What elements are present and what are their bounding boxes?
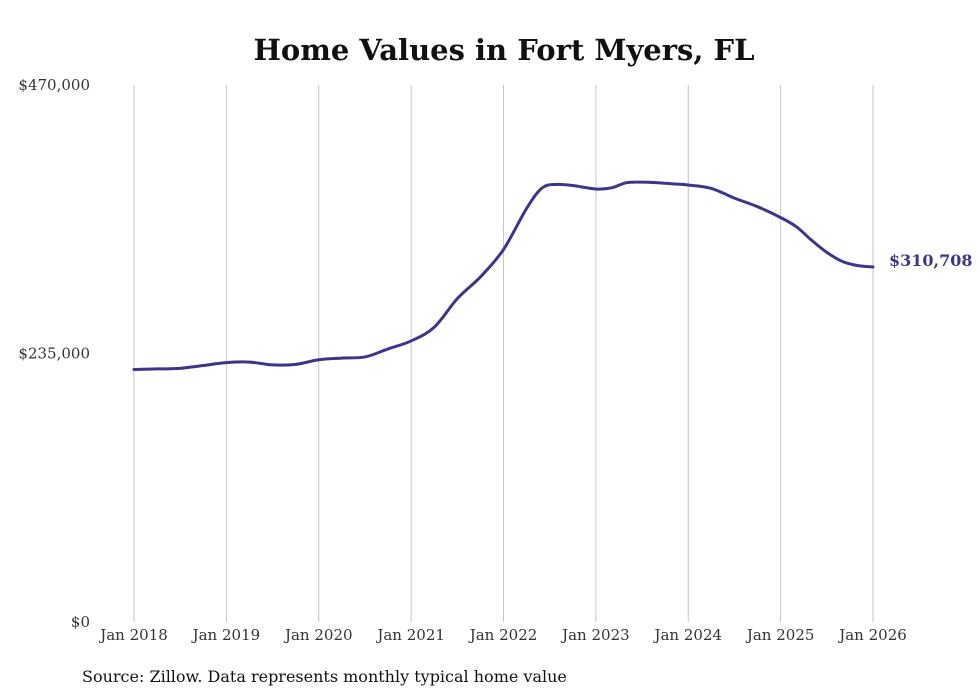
x-tick-label-8: Jan 2026 xyxy=(837,626,907,644)
x-tick-label-6: Jan 2024 xyxy=(652,626,722,644)
x-tick-label-7: Jan 2025 xyxy=(745,626,815,644)
x-axis-tick-labels: Jan 2018 Jan 2019 Jan 2020 Jan 2021 Jan 2022… xyxy=(98,626,907,644)
chart-title: Home Values in Fort Myers, FL xyxy=(253,33,754,67)
y-tick-label-2: $470,000 xyxy=(18,76,90,94)
y-tick-label-1: $235,000 xyxy=(18,345,90,363)
x-tick-label-2: Jan 2020 xyxy=(283,626,353,644)
series-line-0 xyxy=(132,180,875,371)
y-axis-tick-labels: $0 $235,000 $470,000 xyxy=(18,76,90,631)
y-tick-label-0: $0 xyxy=(71,613,90,631)
end-value-label: $310,708 xyxy=(889,251,973,270)
series-lines xyxy=(132,180,875,371)
x-tick-label-1: Jan 2019 xyxy=(191,626,261,644)
x-tick-label-0: Jan 2018 xyxy=(98,626,168,644)
x-tick-label-4: Jan 2022 xyxy=(468,626,538,644)
source-note: Source: Zillow. Data represents monthly … xyxy=(82,667,567,686)
x-gridlines xyxy=(133,85,874,622)
x-tick-label-3: Jan 2021 xyxy=(375,626,445,644)
x-tick-label-5: Jan 2023 xyxy=(560,626,630,644)
